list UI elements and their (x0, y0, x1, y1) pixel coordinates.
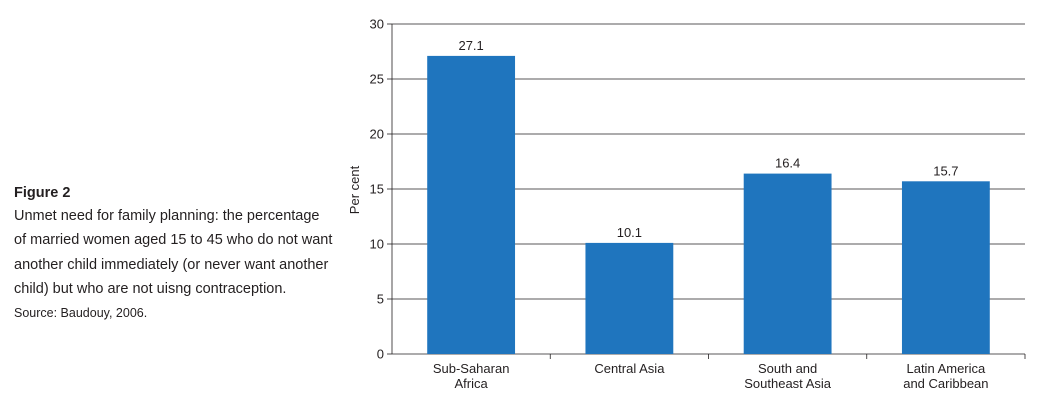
y-tick-label: 5 (377, 292, 384, 307)
bar (585, 242, 674, 354)
data-label: 10.1 (617, 225, 642, 240)
bar (427, 55, 516, 355)
bar (743, 173, 832, 354)
x-tick-label: Central Asia (594, 361, 665, 376)
y-tick-label: 0 (377, 347, 384, 362)
y-tick-label: 10 (370, 237, 384, 252)
bars (427, 55, 990, 355)
data-label: 16.4 (775, 156, 800, 171)
bar (901, 181, 990, 354)
x-tick-label: South and Southeast Asia (744, 361, 831, 391)
y-tick-label: 30 (370, 17, 384, 32)
y-tick-labels: 0 5 10 15 20 25 30 (370, 17, 384, 362)
x-tick-labels: Sub-Saharan Africa Central Asia South and So… (433, 361, 989, 391)
figure-caption: Figure 2 Unmet need for family planning:… (14, 182, 334, 323)
y-tick-label: 15 (370, 182, 384, 197)
figure-description: Unmet need for family planning: the perc… (14, 208, 333, 297)
y-tick-label: 25 (370, 72, 384, 87)
y-tick-label: 20 (370, 127, 384, 142)
data-label: 27.1 (458, 38, 483, 53)
figure-source: Source: Baudouy, 2006. (14, 306, 148, 321)
data-label: 15.7 (933, 163, 958, 178)
x-tick-label: Latin America and Caribbean (903, 361, 988, 391)
x-tick-label: Sub-Saharan Africa (433, 361, 510, 391)
figure-label: Figure 2 (14, 185, 71, 201)
y-axis-label: Per cent (347, 165, 362, 214)
data-labels: 27.1 10.1 16.4 15.7 (458, 38, 958, 240)
